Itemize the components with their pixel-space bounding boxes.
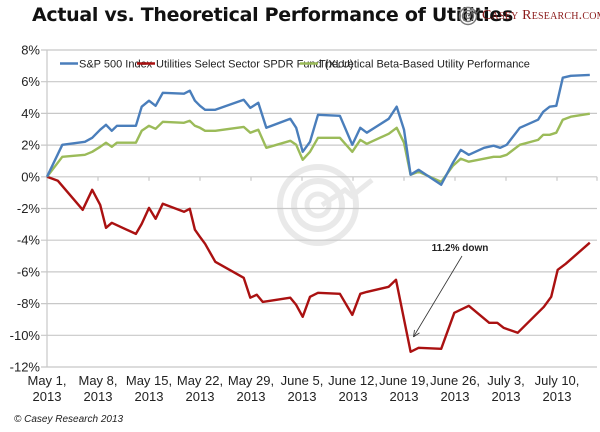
target-logo-icon [458,6,481,26]
y-tick-label: 0% [21,169,40,184]
x-tick-label-line2: 2013 [543,389,572,404]
x-tick-label-line2: 2013 [492,389,521,404]
x-tick-label-line1: June 5, [281,373,324,388]
chart-title: Actual vs. Theoretical Performance of Ut… [32,4,513,26]
annotation: 11.2% down [413,243,489,338]
x-tick-label: June 12, 2013 [328,373,378,404]
y-tick-label: 4% [21,106,40,121]
x-tick-label-line1: May 22, [177,373,223,388]
y-tick-label: 2% [21,138,40,153]
y-tick-label: 6% [21,74,40,89]
x-tick-label-line1: June 19, [379,373,429,388]
y-tick-label: -2% [17,201,41,216]
gridlines [41,49,597,368]
y-tick-label: -4% [17,233,41,248]
annotation-arrowhead [413,329,420,338]
series-line-1 [46,175,591,353]
series-line-0 [45,73,590,186]
x-tick-label: July 3, 2013 [487,373,525,404]
x-tick-label: May 22, 2013 [177,373,223,404]
x-tick-label-line2: 2013 [237,389,266,404]
x-tick-label: July 10, 2013 [535,373,580,404]
x-tick-label-line2: 2013 [441,389,470,404]
x-tick-label-line1: May 29, [228,373,274,388]
watermark-logo-icon [277,164,374,246]
x-tick-label: May 1, 2013 [27,373,66,404]
x-tick-label-line1: June 26, [430,373,480,388]
x-tick-label-line2: 2013 [186,389,215,404]
y-tick-label: 8% [21,43,40,58]
x-tick-label-line1: July 3, [487,373,525,388]
x-tick-label-line2: 2013 [84,389,113,404]
x-tick-label-line2: 2013 [390,389,419,404]
logo-text: Casey Research.com [482,8,600,23]
y-axis-ticks: 8% 6% 4% 2% 0% -2% -4% -6% -8% -10% -12% [10,43,41,375]
x-tick-label: May 29, 2013 [228,373,274,404]
legend-label-0: S&P 500 Index [79,59,153,71]
x-tick-label-line2: 2013 [288,389,317,404]
x-tick-label: June 19, 2013 [379,373,429,404]
y-tick-label: -12% [10,360,41,375]
x-tick-label-line1: May 8, [78,373,117,388]
legend-label-2: Theoretical Beta-Based Utility Performan… [319,59,530,71]
x-tick-label-line1: June 12, [328,373,378,388]
x-tick-label: May 8, 2013 [78,373,117,404]
casey-research-logo: Casey Research.com [458,6,600,26]
legend-label-1: Utilities Select Sector SPDR Fund (XLU) [156,59,353,71]
x-tick-label-line1: July 10, [535,373,580,388]
copyright-footer: © Casey Research 2013 [14,414,124,425]
y-tick-label: -10% [10,328,41,343]
x-tick-label-line1: May 15, [126,373,172,388]
annotation-arrow [413,255,463,338]
x-tick-label-line2: 2013 [339,389,368,404]
x-tick-label: June 5, 2013 [281,373,324,404]
x-tick-label: May 15, 2013 [126,373,172,404]
y-tick-label: -6% [17,264,41,279]
x-tick-label-line2: 2013 [33,389,62,404]
x-tick-label: June 26, 2013 [430,373,480,404]
series-line-2 [46,112,590,184]
series-lines [45,73,591,353]
x-tick-label-line1: May 1, [27,373,66,388]
x-tick-label-line2: 2013 [135,389,164,404]
annotation-label: 11.2% down [432,243,489,254]
legend: S&P 500 Index Utilities Select Sector SPD… [60,59,530,71]
y-tick-label: -8% [17,296,41,311]
